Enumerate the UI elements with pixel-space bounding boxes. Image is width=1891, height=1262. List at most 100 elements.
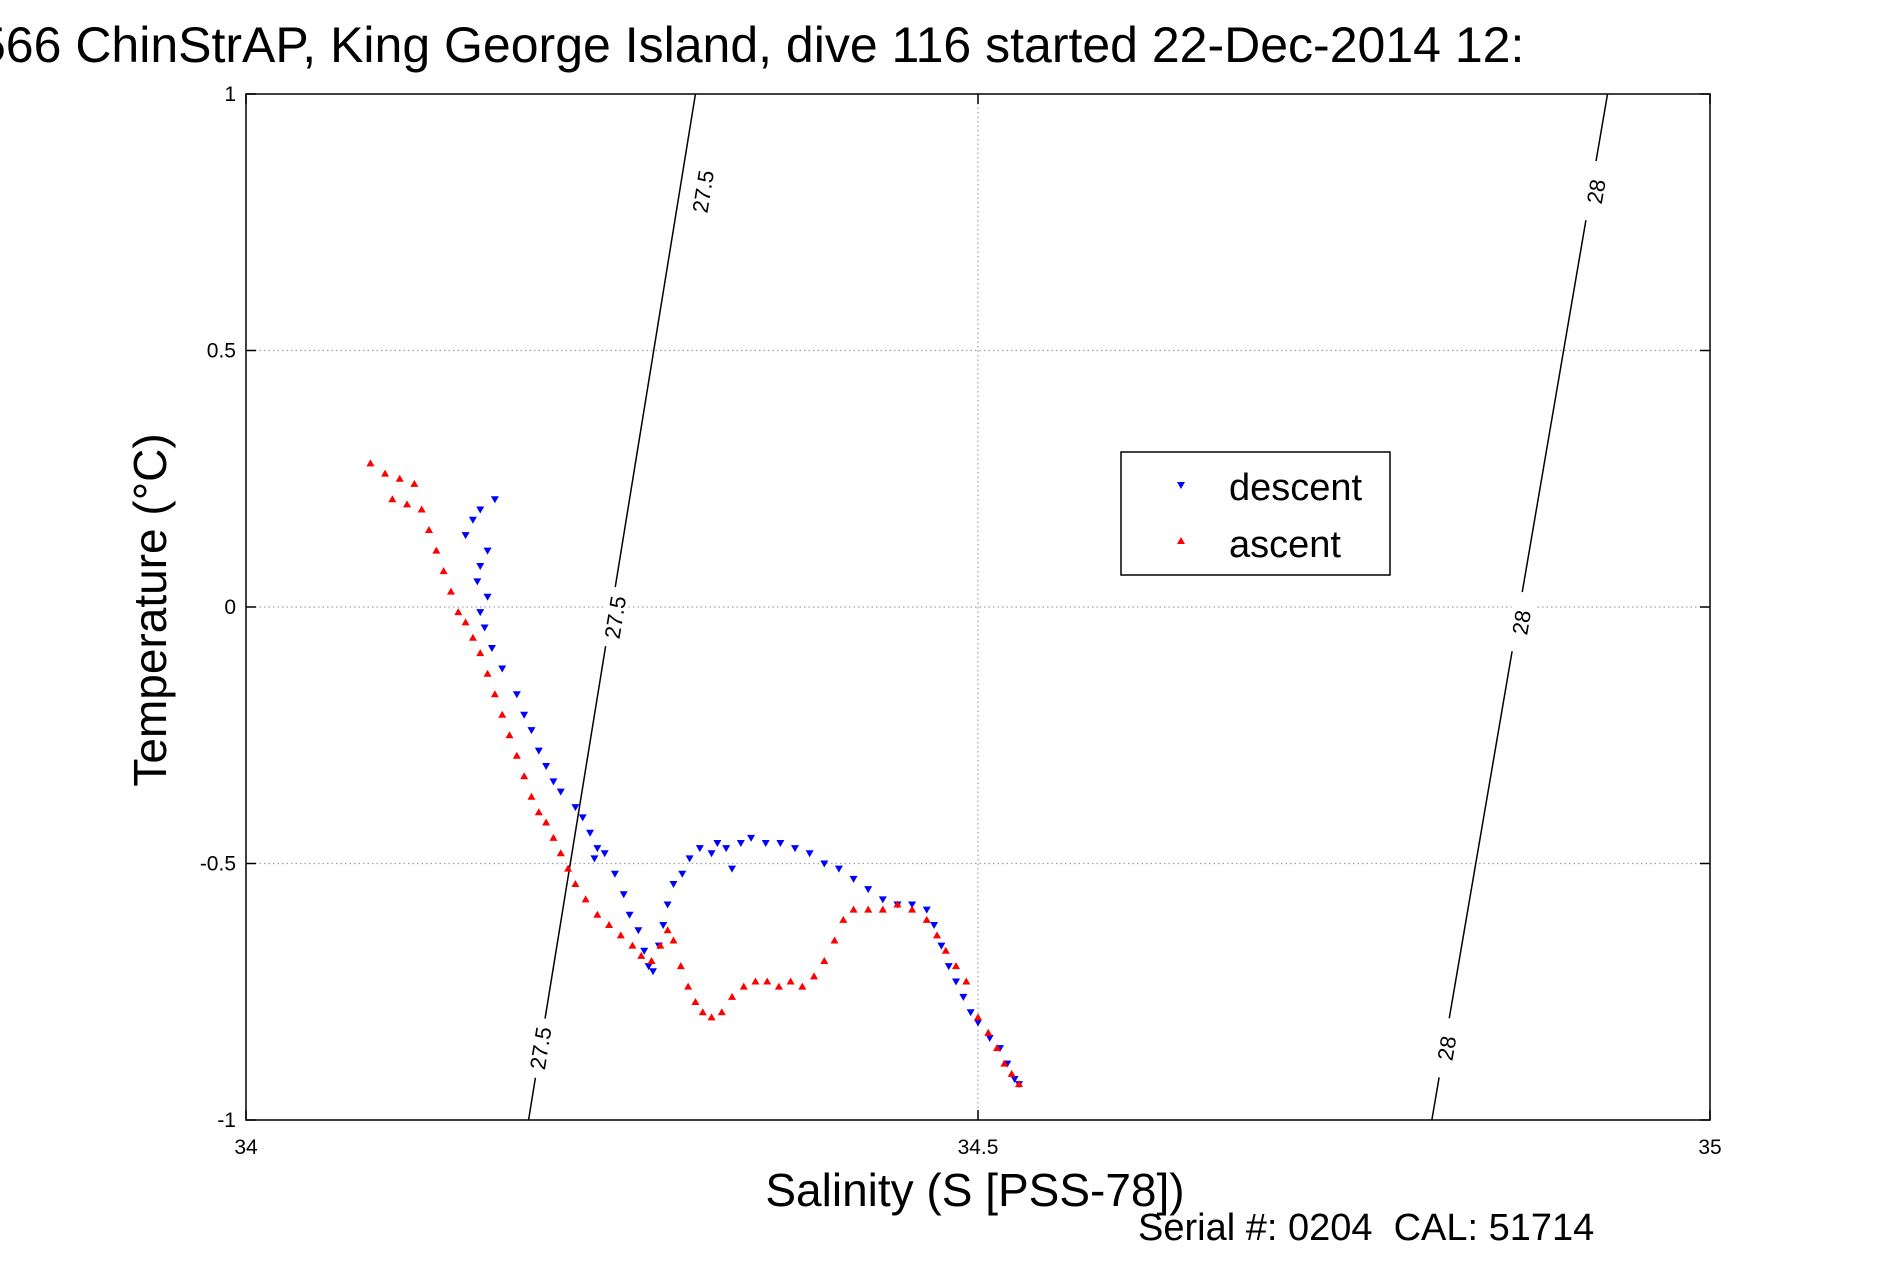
- descent-point: [678, 870, 687, 878]
- ascent-point: [717, 1008, 726, 1016]
- descent-point: [610, 870, 619, 878]
- ascent-point: [663, 926, 672, 934]
- descent-point: [512, 691, 521, 699]
- descent-point: [966, 1009, 975, 1017]
- ascent-point: [849, 905, 858, 913]
- descent-point: [761, 839, 770, 847]
- descent-point: [849, 875, 858, 883]
- contour-label: 28: [1507, 608, 1536, 636]
- ascent-point: [878, 905, 887, 913]
- legend-box: [1120, 451, 1391, 576]
- descent-point: [640, 947, 649, 955]
- ascent-point: [461, 618, 470, 626]
- ascent-point: [520, 772, 529, 780]
- ascent-point: [952, 962, 961, 970]
- descent-point: [659, 922, 668, 930]
- descent-point: [695, 845, 704, 853]
- descent-point: [959, 993, 968, 1001]
- descent-point: [556, 788, 565, 796]
- descent-point: [722, 845, 731, 853]
- ascent-point: [941, 946, 950, 954]
- ascent-point: [774, 982, 783, 990]
- ascent-point: [864, 905, 873, 913]
- ascent-point: [628, 941, 637, 949]
- descent-point: [534, 747, 543, 755]
- ascent-point: [893, 900, 902, 908]
- descent-point: [476, 506, 485, 514]
- ascent-point: [571, 880, 580, 888]
- descent-point: [468, 516, 477, 524]
- descent-point: [736, 839, 745, 847]
- descent-point: [713, 839, 722, 847]
- descent-point: [490, 496, 499, 504]
- ascent-point: [684, 982, 693, 990]
- descent-point: [619, 891, 628, 899]
- ascent-point: [830, 936, 839, 944]
- descent-point: [878, 896, 887, 904]
- ascent-point: [647, 956, 656, 964]
- descent-point: [944, 963, 953, 971]
- ascent-point: [1014, 1080, 1023, 1088]
- ascent-point: [993, 1044, 1002, 1052]
- ascent-point: [922, 915, 931, 923]
- ascent-point: [691, 998, 700, 1006]
- descent-point: [586, 829, 595, 837]
- y-axis-label: Temperature (°C): [124, 433, 176, 786]
- descent-point: [663, 901, 672, 909]
- descent-point: [461, 532, 470, 540]
- descent-point: [908, 901, 917, 909]
- ascent-point: [425, 526, 433, 534]
- descent-point: [747, 834, 756, 842]
- ascent-point: [549, 833, 558, 841]
- ascent-point: [637, 951, 646, 959]
- contour-label-background: [1504, 590, 1539, 654]
- ascent-point: [676, 962, 685, 970]
- ascent-point: [707, 1013, 716, 1021]
- x-tick-label: 34: [234, 1136, 258, 1159]
- descent-point: [952, 978, 961, 986]
- descent-point: [728, 865, 737, 873]
- y-tick-label: 0.5: [207, 340, 236, 363]
- legend-marker-descent: [1177, 482, 1185, 489]
- descent-point: [1010, 1075, 1019, 1083]
- descent-point: [549, 778, 558, 786]
- ascent-point: [1007, 1069, 1016, 1077]
- y-tick-label: 0: [224, 596, 236, 619]
- descent-point: [834, 865, 843, 873]
- legend: descent ascent: [1120, 451, 1391, 576]
- ascent-point: [432, 546, 441, 554]
- descent-point: [487, 645, 496, 653]
- ascent-point: [512, 751, 521, 759]
- ascent-point: [974, 1013, 982, 1021]
- ascent-point: [908, 905, 917, 913]
- descent-point: [930, 922, 939, 930]
- contour-label: 28: [1582, 177, 1611, 205]
- descent-point: [571, 804, 580, 812]
- descent-point: [590, 855, 599, 863]
- legend-label-descent: descent: [1229, 467, 1363, 509]
- chart-title: 566 ChinStrAP, King George Island, dive …: [0, 17, 1524, 73]
- descent-point: [644, 963, 653, 971]
- ascent-point: [483, 669, 492, 677]
- contour-label-background: [1578, 159, 1613, 224]
- legend-marker-ascent: [1177, 537, 1185, 544]
- ascent-point: [1000, 1059, 1009, 1067]
- descent-point: [685, 855, 694, 863]
- descent-point: [648, 968, 657, 976]
- descent-point: [498, 665, 507, 673]
- ascent-point: [656, 941, 665, 949]
- y-tick-label: -1: [217, 1109, 236, 1132]
- descent-point: [937, 942, 946, 950]
- descent-point: [480, 624, 489, 632]
- ascent-point: [468, 633, 477, 641]
- ascent-point: [388, 495, 397, 503]
- ascent-point: [763, 977, 772, 985]
- y-tick-label: -0.5: [200, 853, 236, 876]
- descent-point: [483, 593, 492, 601]
- descent-point: [520, 711, 529, 719]
- descent-point: [593, 845, 602, 853]
- descent-point: [625, 911, 634, 919]
